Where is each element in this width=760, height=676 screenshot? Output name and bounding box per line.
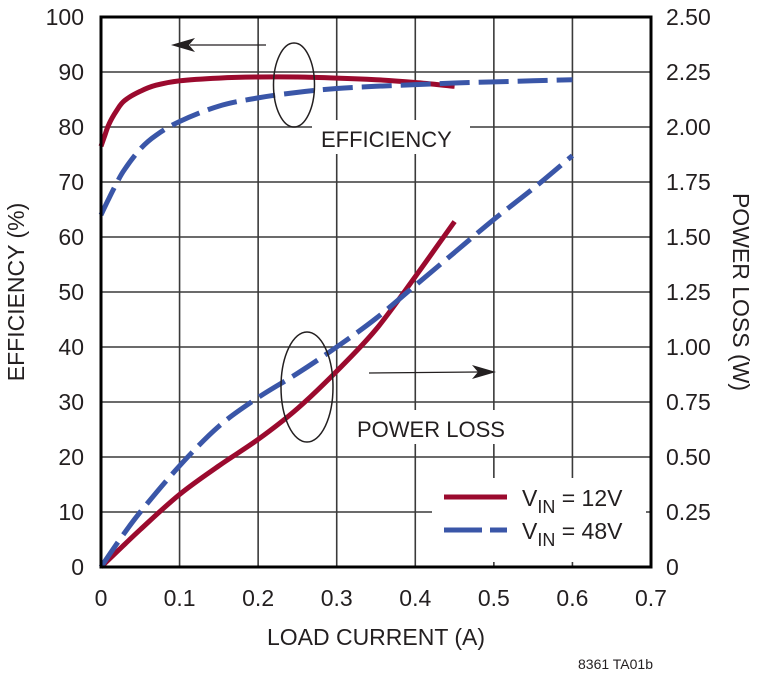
legend: VIN = 12V VIN = 48V — [444, 485, 623, 550]
y2-tick-label: 1.75 — [666, 169, 711, 195]
x-tick-label: 0 — [95, 585, 108, 611]
callouts — [171, 38, 496, 443]
legend-label-48v: VIN = 48V — [522, 518, 623, 550]
y-tick-label: 100 — [46, 4, 84, 30]
x-axis-title: LOAD CURRENT (A) — [267, 624, 485, 650]
efficiency-group-ellipse — [272, 42, 316, 128]
y2-tick-label: 0.75 — [666, 389, 711, 415]
power-loss-arrow-line — [368, 371, 479, 374]
x-tick-label: 0.5 — [478, 585, 510, 611]
x-tick-label: 0.2 — [242, 585, 274, 611]
power-loss-label-bg — [350, 410, 526, 444]
legend-bg — [432, 478, 646, 562]
y-tick-label: 0 — [71, 554, 84, 580]
x-tick-label: 0.3 — [321, 585, 353, 611]
power-loss-group-ellipse — [280, 331, 334, 443]
annotations: EFFICIENCY POWER LOSS — [312, 120, 646, 562]
y-axis-title: EFFICIENCY (%) — [3, 203, 29, 381]
data-series — [98, 74, 575, 569]
y2-tick-label: 1.00 — [666, 334, 711, 360]
y-tick-label: 40 — [58, 334, 84, 360]
x-tick-label: 0.4 — [399, 585, 431, 611]
x-tick-label: 0.1 — [164, 585, 196, 611]
series-line-0 — [98, 74, 455, 148]
figure-id: 8361 TA01b — [578, 656, 653, 672]
y2-tick-label: 0.25 — [666, 499, 711, 525]
series-line-3 — [98, 153, 575, 569]
y-tick-label: 10 — [58, 499, 84, 525]
y-tick-label: 30 — [58, 389, 84, 415]
series-line-1 — [98, 77, 573, 217]
efficiency-label: EFFICIENCY — [321, 127, 452, 152]
y2-tick-label: 2.00 — [666, 114, 711, 140]
x-tick-label: 0.7 — [635, 585, 667, 611]
y-tick-label: 60 — [58, 224, 84, 250]
y-tick-label: 20 — [58, 444, 84, 470]
plot-frame — [99, 15, 653, 569]
y2-tick-label: 0 — [666, 554, 679, 580]
y2-tick-label: 2.25 — [666, 59, 711, 85]
y2-tick-label: 2.50 — [666, 4, 711, 30]
y-tick-label: 50 — [58, 279, 84, 305]
right-arrow-icon — [472, 365, 496, 379]
y-tick-label: 80 — [58, 114, 84, 140]
y2-tick-label: 0.50 — [666, 444, 711, 470]
series-line-2 — [99, 220, 457, 569]
tick-labels: 0 0.1 0.2 0.3 0.4 0.5 0.6 0.7 0 10 20 30 40 50 60 70 80 9… — [46, 4, 711, 611]
power-loss-label: POWER LOSS — [357, 417, 505, 442]
x-tick-label: 0.6 — [556, 585, 588, 611]
legend-label-12v: VIN = 12V — [522, 485, 623, 517]
y2-tick-label: 1.50 — [666, 224, 711, 250]
y2-tick-label: 1.25 — [666, 279, 711, 305]
y-tick-label: 70 — [58, 169, 84, 195]
efficiency-label-bg — [312, 120, 470, 154]
left-arrow-icon — [171, 38, 195, 52]
y-tick-label: 90 — [58, 59, 84, 85]
y2-axis-title: POWER LOSS (W) — [728, 193, 754, 391]
